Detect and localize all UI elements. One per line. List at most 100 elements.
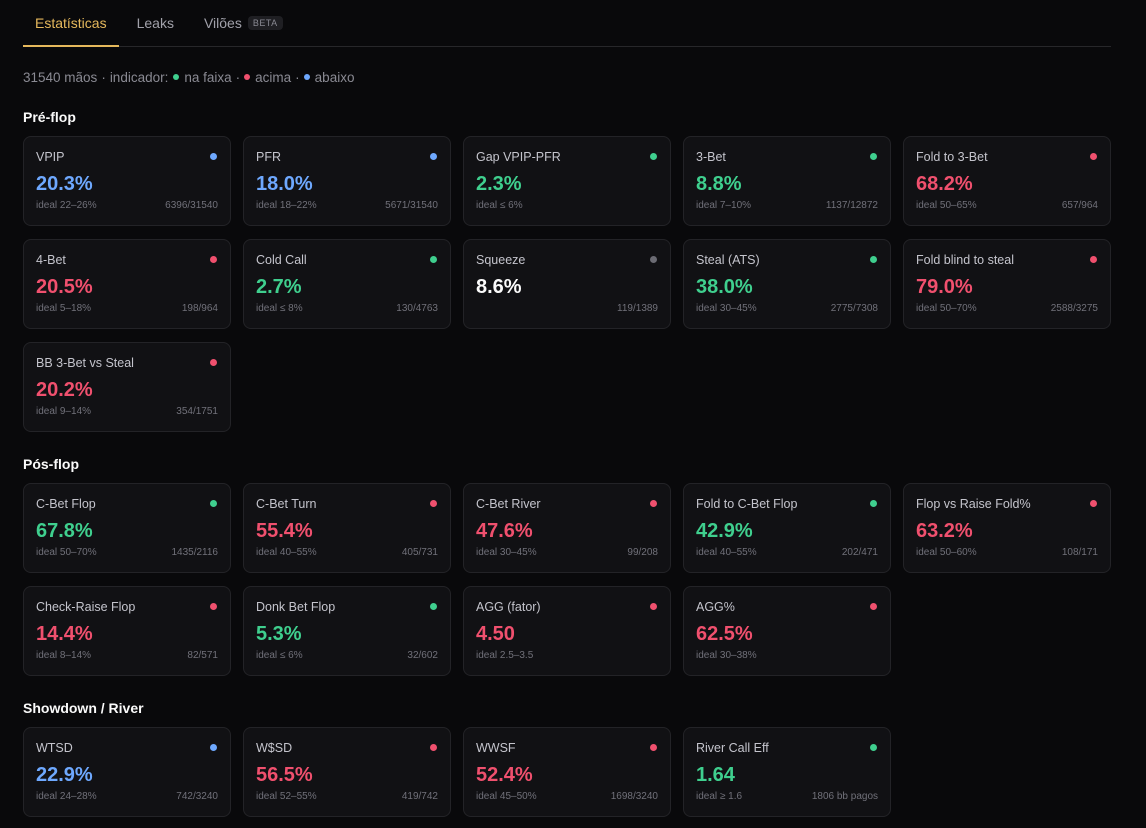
- stat-grid: C-Bet Flop 67.8% ideal 50–70% 1435/2116 …: [23, 483, 1111, 676]
- stat-card[interactable]: C-Bet Flop 67.8% ideal 50–70% 1435/2116: [23, 483, 231, 573]
- stat-footer: ideal 5–18% 198/964: [36, 303, 218, 314]
- stat-card[interactable]: C-Bet River 47.6% ideal 30–45% 99/208: [463, 483, 671, 573]
- stat-footer: ideal 40–55% 202/471: [696, 547, 878, 558]
- sample-size: 6396/31540: [165, 200, 218, 211]
- stat-value: 5.3%: [256, 623, 302, 645]
- tab-estatisticas[interactable]: Estatísticas: [23, 0, 119, 47]
- ideal-range: ideal 50–70%: [36, 547, 97, 558]
- stat-card[interactable]: Cold Call 2.7% ideal ≤ 8% 130/4763: [243, 239, 451, 329]
- ideal-range: ideal 50–70%: [916, 303, 977, 314]
- sample-size: 742/3240: [176, 791, 218, 802]
- stat-footer: ideal 9–14% 354/1751: [36, 406, 218, 417]
- ideal-range: ideal 40–55%: [696, 547, 757, 558]
- stat-card[interactable]: Fold blind to steal 79.0% ideal 50–70% 2…: [903, 239, 1111, 329]
- stat-value: 2.7%: [256, 276, 302, 298]
- stat-card[interactable]: WTSD 22.9% ideal 24–28% 742/3240: [23, 727, 231, 817]
- stat-card[interactable]: Squeeze 8.6% 119/1389: [463, 239, 671, 329]
- stat-card[interactable]: 3-Bet 8.8% ideal 7–10% 1137/12872: [683, 136, 891, 226]
- stat-card[interactable]: AGG (fator) 4.50 ideal 2.5–3.5: [463, 586, 671, 676]
- sample-size: 1806 bb pagos: [811, 791, 878, 802]
- stat-card[interactable]: Check-Raise Flop 14.4% ideal 8–14% 82/57…: [23, 586, 231, 676]
- tab-viloes[interactable]: Vilões BETA: [192, 0, 295, 46]
- stat-name: Squeeze: [476, 253, 526, 267]
- stat-name: W$SD: [256, 741, 293, 755]
- status-dot-icon: [430, 744, 437, 751]
- stat-card[interactable]: PFR 18.0% ideal 18–22% 5671/31540: [243, 136, 451, 226]
- tab-label: Vilões: [203, 14, 242, 31]
- stats-sections: Pré-flop VPIP 20.3% ideal 22–26% 6396/31…: [23, 109, 1111, 817]
- stat-value: 56.5%: [256, 764, 313, 786]
- ideal-range: ideal 30–45%: [696, 303, 757, 314]
- stat-grid: VPIP 20.3% ideal 22–26% 6396/31540 PFR 1…: [23, 136, 1111, 432]
- stat-name: Fold to 3-Bet: [916, 150, 988, 164]
- stat-card[interactable]: River Call Eff 1.64 ideal ≥ 1.6 1806 bb …: [683, 727, 891, 817]
- stat-card[interactable]: 4-Bet 20.5% ideal 5–18% 198/964: [23, 239, 231, 329]
- status-dot-icon: [430, 603, 437, 610]
- stat-footer: ideal 50–70% 2588/3275: [916, 303, 1098, 314]
- legend-dot-red-icon: [244, 74, 251, 80]
- stat-value: 18.0%: [256, 173, 313, 195]
- stat-card[interactable]: Steal (ATS) 38.0% ideal 30–45% 2775/7308: [683, 239, 891, 329]
- status-dot-icon: [650, 256, 657, 263]
- stat-footer: ideal 7–10% 1137/12872: [696, 200, 878, 211]
- stat-card[interactable]: Flop vs Raise Fold% 63.2% ideal 50–60% 1…: [903, 483, 1111, 573]
- ideal-range: ideal 24–28%: [36, 791, 97, 802]
- stat-value: 20.5%: [36, 276, 93, 298]
- stat-value: 20.3%: [36, 173, 93, 195]
- stat-card[interactable]: Fold to C-Bet Flop 42.9% ideal 40–55% 20…: [683, 483, 891, 573]
- stat-card[interactable]: Fold to 3-Bet 68.2% ideal 50–65% 657/964: [903, 136, 1111, 226]
- stat-footer: ideal 8–14% 82/571: [36, 650, 218, 661]
- stat-footer: ideal 24–28% 742/3240: [36, 791, 218, 802]
- sample-size: 32/602: [407, 650, 438, 661]
- stat-footer: ideal ≤ 6%: [476, 200, 658, 211]
- tab-label: Leaks: [136, 14, 174, 31]
- stat-card[interactable]: W$SD 56.5% ideal 52–55% 419/742: [243, 727, 451, 817]
- status-dot-icon: [210, 153, 217, 160]
- ideal-range: ideal 9–14%: [36, 406, 92, 417]
- stat-card[interactable]: WWSF 52.4% ideal 45–50% 1698/3240: [463, 727, 671, 817]
- tab-leaks[interactable]: Leaks: [125, 0, 186, 46]
- status-dot-icon: [870, 256, 877, 263]
- stat-footer: ideal 2.5–3.5: [476, 650, 658, 661]
- stat-value: 22.9%: [36, 764, 93, 786]
- stat-footer: ideal 30–38%: [696, 650, 878, 661]
- status-dot-icon: [870, 500, 877, 507]
- stat-card[interactable]: AGG% 62.5% ideal 30–38%: [683, 586, 891, 676]
- tab-bar: Estatísticas Leaks Vilões BETA: [23, 0, 1111, 47]
- status-dot-icon: [210, 256, 217, 263]
- legend-dot-green-icon: [173, 74, 180, 80]
- ideal-range: ideal 40–55%: [256, 547, 317, 558]
- stat-grid: WTSD 22.9% ideal 24–28% 742/3240 W$SD 56…: [23, 727, 1111, 817]
- ideal-range: ideal 8–14%: [36, 650, 92, 661]
- status-dot-icon: [430, 256, 437, 263]
- legend-above: acima: [255, 69, 292, 85]
- stat-footer: ideal ≥ 1.6 1806 bb pagos: [696, 791, 878, 802]
- sample-size: 5671/31540: [385, 200, 438, 211]
- sample-size: 354/1751: [176, 406, 218, 417]
- stat-name: Donk Bet Flop: [256, 600, 336, 614]
- sample-size: 202/471: [841, 547, 878, 558]
- status-dot-icon: [870, 603, 877, 610]
- sample-size: 405/731: [401, 547, 438, 558]
- stat-card[interactable]: C-Bet Turn 55.4% ideal 40–55% 405/731: [243, 483, 451, 573]
- stat-footer: ideal 52–55% 419/742: [256, 791, 438, 802]
- sample-size: 130/4763: [396, 303, 438, 314]
- stat-card[interactable]: Gap VPIP-PFR 2.3% ideal ≤ 6%: [463, 136, 671, 226]
- ideal-range: ideal ≤ 6%: [256, 650, 303, 661]
- stat-card[interactable]: BB 3-Bet vs Steal 20.2% ideal 9–14% 354/…: [23, 342, 231, 432]
- stat-value: 42.9%: [696, 520, 753, 542]
- stat-value: 14.4%: [36, 623, 93, 645]
- stat-name: River Call Eff: [696, 741, 769, 755]
- stat-name: Fold blind to steal: [916, 253, 1014, 267]
- sample-size: 419/742: [401, 791, 438, 802]
- stat-card[interactable]: Donk Bet Flop 5.3% ideal ≤ 6% 32/602: [243, 586, 451, 676]
- tab-label: Estatísticas: [35, 14, 107, 31]
- ideal-range: ideal ≥ 1.6: [696, 791, 743, 802]
- stat-footer: 119/1389: [476, 303, 658, 314]
- stat-footer: ideal 40–55% 405/731: [256, 547, 438, 558]
- stat-footer: ideal 18–22% 5671/31540: [256, 200, 438, 211]
- sample-size: 198/964: [181, 303, 218, 314]
- sample-size: 1137/12872: [825, 200, 878, 211]
- stat-card[interactable]: VPIP 20.3% ideal 22–26% 6396/31540: [23, 136, 231, 226]
- section-title: Showdown / River: [23, 700, 144, 716]
